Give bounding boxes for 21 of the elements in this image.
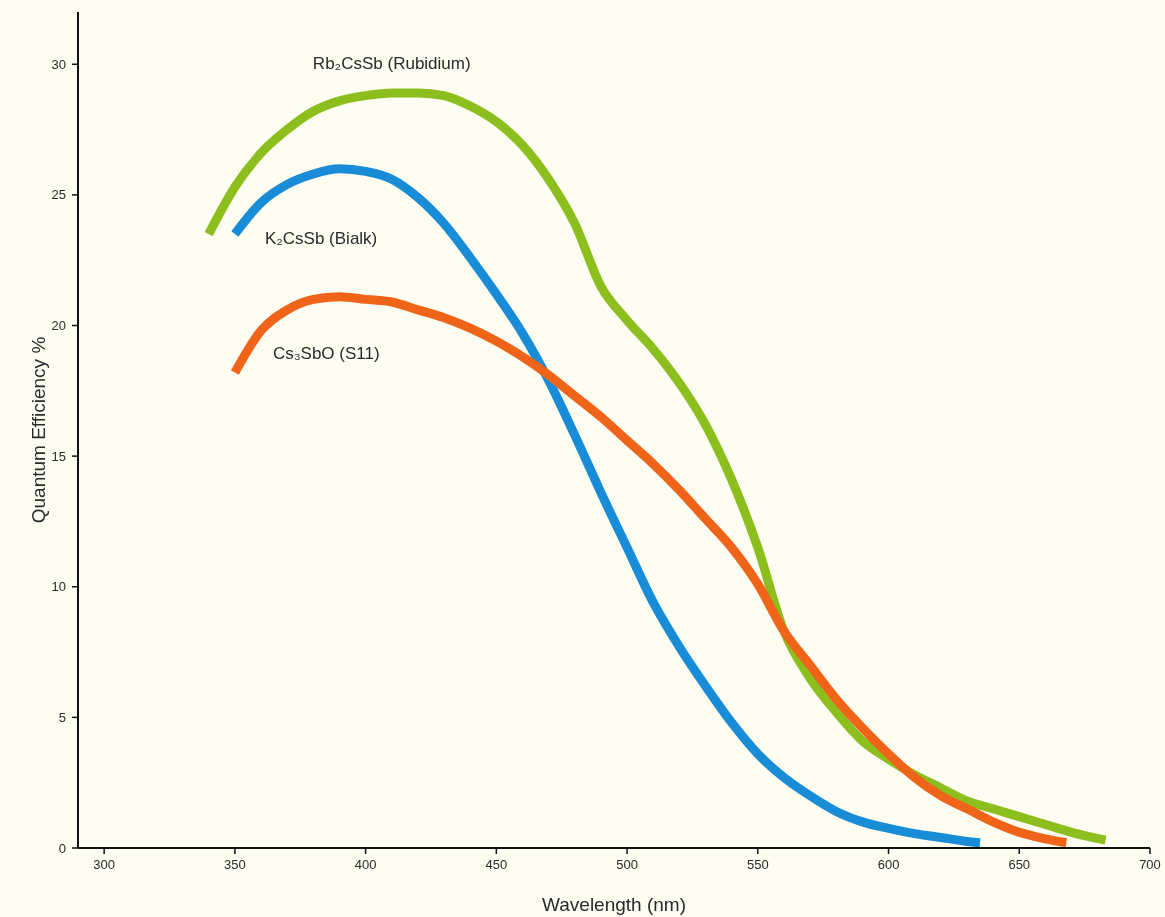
x-tick-label: 550 — [746, 857, 769, 873]
y-tick-label: 15 — [51, 448, 66, 464]
y-tick-label: 0 — [58, 840, 66, 856]
x-tick-label: 650 — [1008, 857, 1031, 873]
y-tick-label: 30 — [51, 56, 66, 72]
x-tick-label: 450 — [485, 857, 508, 873]
series-label: Rb₂CsSb (Rubidium) — [312, 53, 471, 73]
x-tick-label: 350 — [224, 857, 246, 873]
series-label: Cs₃SbO (S11) — [272, 343, 380, 363]
x-tick-label: 400 — [354, 857, 377, 873]
y-tick-label: 20 — [51, 318, 66, 334]
x-tick-label: 600 — [877, 857, 900, 873]
series-label: K₂CsSb (Bialk) — [264, 228, 378, 248]
y-tick-label: 5 — [58, 709, 66, 725]
x-axis-title: Wavelength (nm) — [542, 893, 686, 915]
y-tick-label: 25 — [51, 187, 66, 203]
y-tick-label: 10 — [51, 579, 66, 595]
x-tick-label: 500 — [616, 857, 638, 873]
x-tick-label: 300 — [93, 857, 115, 873]
x-tick-label: 700 — [1139, 857, 1161, 873]
y-axis-title: Quantum Efficiency % — [27, 336, 49, 524]
